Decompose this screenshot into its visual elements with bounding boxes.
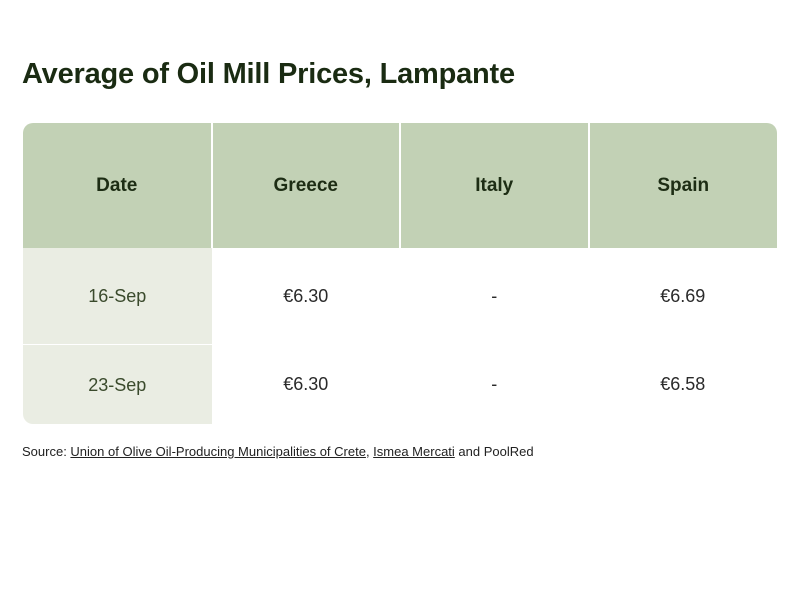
column-header-date: Date	[23, 123, 213, 248]
source-link-union-crete[interactable]: Union of Olive Oil-Producing Municipalit…	[70, 444, 366, 459]
column-header-italy: Italy	[400, 123, 590, 248]
price-table-container: Date Greece Italy Spain 16-Sep €6.30 - €…	[23, 123, 777, 424]
table-row: 16-Sep €6.30 - €6.69	[23, 248, 777, 345]
page-title: Average of Oil Mill Prices, Lampante	[22, 58, 515, 90]
cell-italy-price: -	[400, 344, 589, 424]
source-prefix: Source:	[22, 444, 71, 459]
column-header-spain: Spain	[588, 123, 777, 248]
cell-greece-price: €6.30	[211, 344, 400, 424]
table-header-row: Date Greece Italy Spain	[23, 123, 777, 248]
table-row: 23-Sep €6.30 - €6.58	[23, 344, 777, 424]
price-table: Date Greece Italy Spain 16-Sep €6.30 - €…	[23, 123, 777, 424]
cell-greece-price: €6.30	[211, 248, 400, 345]
source-note: Source: Union of Olive Oil-Producing Mun…	[22, 444, 534, 459]
source-separator: ,	[365, 444, 374, 459]
source-suffix: and PoolRed	[454, 444, 534, 459]
cell-spain-price: €6.69	[588, 248, 777, 345]
cell-spain-price: €6.58	[588, 344, 777, 424]
cell-italy-price: -	[400, 248, 589, 345]
column-header-greece: Greece	[211, 123, 401, 248]
cell-date: 16-Sep	[23, 248, 212, 345]
cell-date: 23-Sep	[23, 344, 212, 424]
source-link-ismea-mercati[interactable]: Ismea Mercati	[373, 444, 455, 459]
